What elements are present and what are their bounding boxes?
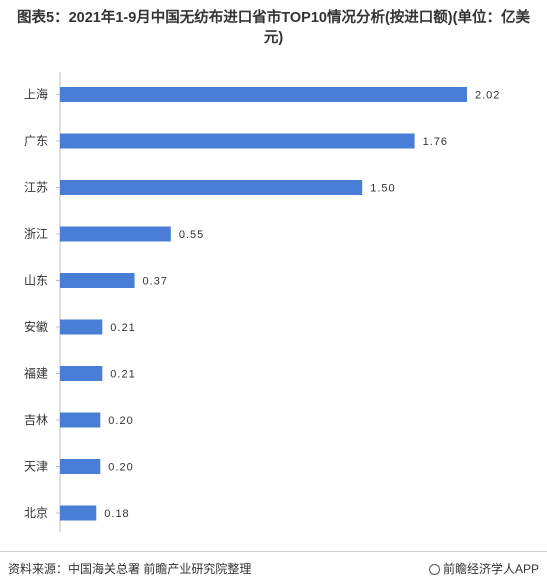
bar-chart: 上海 2.02 广东 1.76 江苏 1.50 浙江 0.55 山东 0.37 安徽 0.21 福建 0.… xyxy=(24,72,500,532)
category-label: 吉林 xyxy=(24,413,48,427)
bar xyxy=(60,180,363,195)
category-label: 福建 xyxy=(24,366,48,381)
value-label: 1.50 xyxy=(370,183,395,195)
category-label: 上海 xyxy=(24,87,48,102)
bar xyxy=(60,87,467,102)
value-label: 0.21 xyxy=(110,369,135,381)
category-label: 山东 xyxy=(24,274,48,288)
category-label: 安徽 xyxy=(24,319,48,334)
category-label: 天津 xyxy=(24,460,48,474)
value-label: 0.37 xyxy=(143,276,168,288)
bar xyxy=(60,226,171,242)
bar xyxy=(60,366,103,381)
brand-label: 前瞻经济学人APP xyxy=(428,560,539,577)
value-label: 0.21 xyxy=(110,322,135,334)
value-label: 0.20 xyxy=(108,415,133,427)
value-label: 0.55 xyxy=(179,229,204,241)
bar xyxy=(60,412,101,428)
chart-title: 图表5：2021年1-9月中国无纺布进口省市TOP10情况分析(按进口额)(单位… xyxy=(17,10,530,46)
value-label: 0.20 xyxy=(108,462,133,474)
source-note: 资料来源：中国海关总署 前瞻产业研究院整理 xyxy=(8,562,252,576)
category-label: 江苏 xyxy=(24,181,48,195)
footer: 资料来源：中国海关总署 前瞻产业研究院整理 前瞻经济学人APP xyxy=(0,551,547,588)
bar xyxy=(60,505,97,521)
bar xyxy=(60,133,415,149)
category-label: 北京 xyxy=(24,506,48,520)
category-label: 浙江 xyxy=(24,227,48,241)
bar xyxy=(60,319,103,335)
value-label: 0.18 xyxy=(104,508,129,520)
brand-logo-icon xyxy=(428,564,440,575)
bar xyxy=(60,273,135,288)
bar xyxy=(60,459,101,474)
value-label: 1.76 xyxy=(423,136,448,148)
category-label: 广东 xyxy=(24,134,48,148)
brand-text: 前瞻经济学人APP xyxy=(442,562,539,576)
value-label: 2.02 xyxy=(475,90,500,102)
